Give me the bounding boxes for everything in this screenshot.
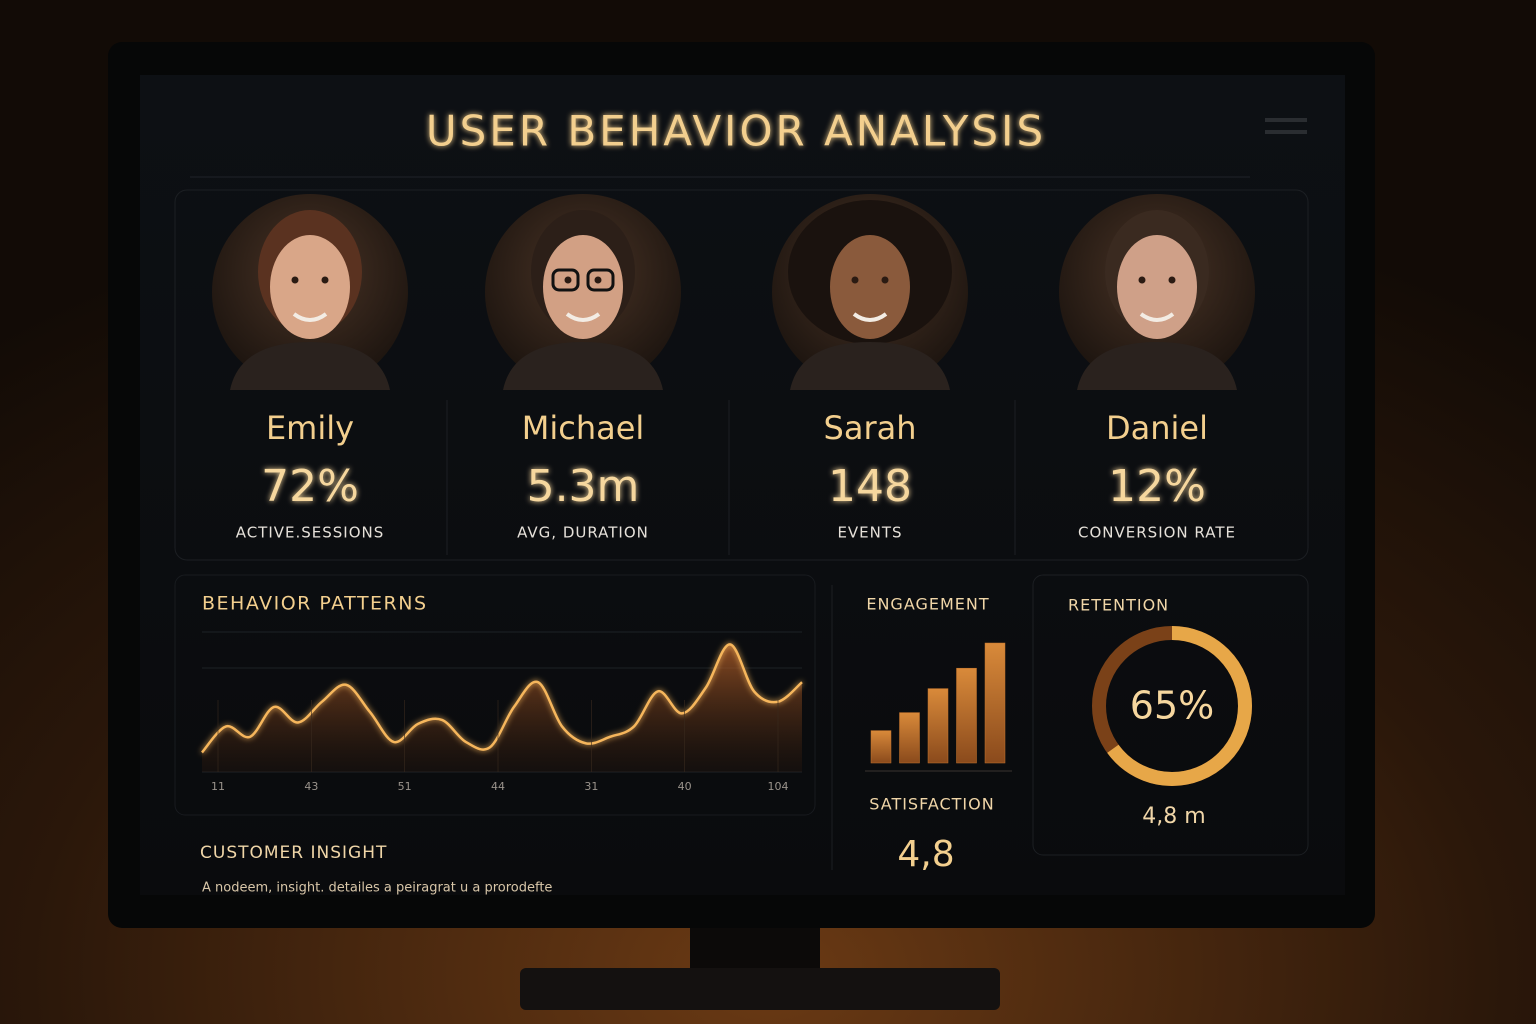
user-card: Daniel 12% CONVERSION RATE — [1059, 194, 1255, 542]
bar — [870, 730, 892, 764]
avatar-glasses — [586, 268, 615, 292]
charts: BEHAVIOR PATTERNS 11 43 51 44 31 40 104 ENGAGEME… — [201, 593, 1252, 829]
retention-panel — [1032, 574, 1309, 856]
donut-subtitle: 4,8 m — [1142, 804, 1205, 829]
chart-title: BEHAVIOR PATTERNS — [202, 593, 428, 615]
satisfaction-value: 4,8 — [897, 834, 954, 875]
monitor-neck — [690, 925, 820, 975]
user-value: 72% — [261, 461, 359, 512]
avatar-shoulders — [503, 342, 663, 390]
bar — [927, 688, 949, 764]
avatar-smile — [1139, 312, 1175, 322]
bar — [956, 667, 977, 764]
donut-arc — [1092, 626, 1252, 786]
x-tick-label: 104 — [768, 780, 789, 793]
x-tick-label: 31 — [584, 780, 598, 793]
avatar-eye — [881, 276, 889, 284]
user-value: 148 — [828, 461, 912, 512]
avatar-face — [543, 235, 623, 339]
x-tick-label: 11 — [211, 780, 225, 793]
avatar-shoulders — [1077, 342, 1237, 390]
bar — [899, 712, 920, 764]
avatar-smile — [565, 312, 601, 322]
x-tick-label: 51 — [398, 780, 412, 793]
users: Emily 72% ACTIVE.SESSIONS Michael 5.3m AVG, D… — [212, 194, 1255, 542]
avatar-eye — [291, 276, 299, 284]
bar — [984, 642, 1006, 764]
menu-bar — [1265, 130, 1307, 134]
line-series — [201, 643, 803, 754]
avatar-glasses — [551, 268, 580, 292]
avatar-eye — [564, 276, 572, 284]
line-area — [202, 644, 802, 772]
avatar-face — [270, 235, 350, 339]
avatar-eye — [594, 276, 602, 284]
avatar-eye — [1138, 276, 1146, 284]
avatar-face — [1117, 235, 1197, 339]
menu-icon[interactable] — [1265, 118, 1307, 134]
user-value: 12% — [1108, 461, 1206, 512]
user-name: Emily — [266, 409, 354, 447]
monitor-base — [520, 968, 1000, 1010]
satisfaction-label: SATISFACTION — [869, 795, 994, 814]
dashboard-title: USER BEHAVIOR ANALYSIS — [426, 107, 1046, 156]
patterns-panel — [174, 574, 816, 816]
user-card: Sarah 148 EVENTS — [772, 194, 968, 542]
x-tick-label: 44 — [491, 780, 505, 793]
users-card — [174, 189, 1309, 561]
chart-title: RETENTION — [1068, 596, 1169, 615]
avatar-smile — [852, 312, 888, 322]
avatar-eye — [851, 276, 859, 284]
insight-text: A nodeem, insight. detailes a peiragrat … — [202, 881, 552, 896]
avatar-eye — [1168, 276, 1176, 284]
avatar-shoulders — [230, 342, 390, 390]
x-tick-label: 40 — [678, 780, 692, 793]
user-card: Michael 5.3m AVG, DURATION — [485, 194, 681, 542]
avatar-face — [830, 235, 910, 339]
avatar-shoulders — [790, 342, 950, 390]
user-name: Sarah — [824, 409, 917, 447]
user-name: Michael — [522, 409, 645, 447]
avatar-smile — [292, 312, 328, 322]
user-metric: CONVERSION RATE — [1078, 524, 1236, 542]
donut-label: 65% — [1130, 684, 1214, 728]
user-metric: ACTIVE.SESSIONS — [236, 524, 385, 542]
x-tick-label: 43 — [304, 780, 318, 793]
user-card: Emily 72% ACTIVE.SESSIONS — [212, 194, 408, 542]
user-metric: AVG, DURATION — [517, 524, 649, 542]
chart-title: ENGAGEMENT — [866, 595, 989, 614]
insight-title: CUSTOMER INSIGHT — [200, 843, 387, 863]
user-metric: EVENTS — [837, 524, 902, 542]
avatar-eye — [321, 276, 329, 284]
user-name: Daniel — [1106, 409, 1208, 447]
menu-bar — [1265, 118, 1307, 122]
user-value: 5.3m — [527, 461, 640, 512]
